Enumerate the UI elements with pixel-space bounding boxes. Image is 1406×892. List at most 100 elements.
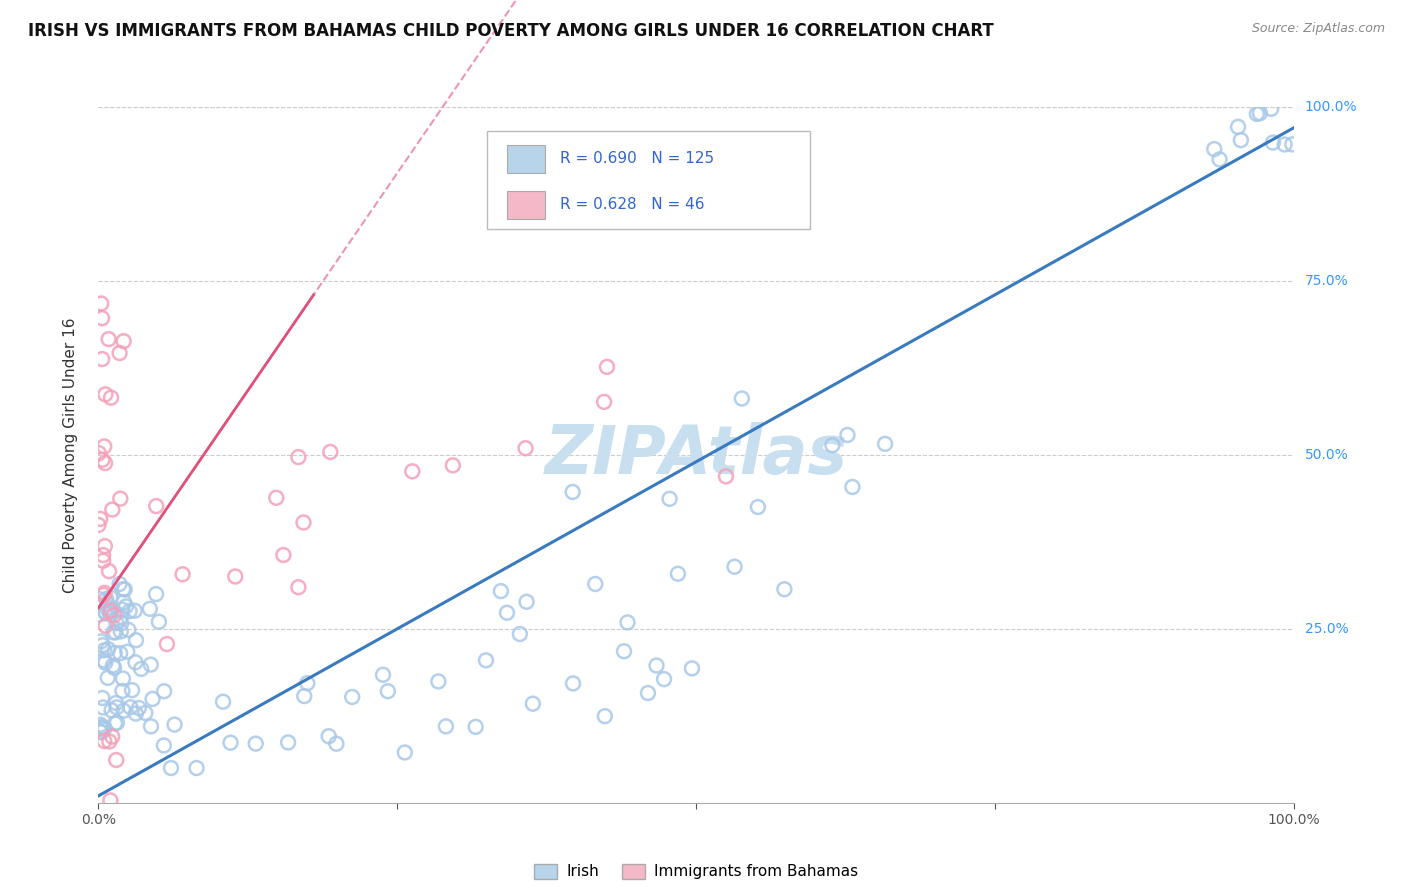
Text: 100.0%: 100.0% — [1305, 100, 1357, 114]
Point — [516, 595, 538, 609]
Point — [681, 661, 703, 675]
Point — [110, 609, 132, 624]
Point — [97, 642, 120, 657]
Point — [90, 725, 112, 739]
Point — [129, 662, 152, 676]
Point — [110, 616, 132, 631]
Point — [114, 582, 136, 597]
Point — [273, 548, 295, 562]
Point — [325, 737, 347, 751]
Point — [93, 588, 115, 602]
Point — [93, 653, 115, 667]
Point — [1274, 137, 1296, 152]
Point — [613, 644, 636, 658]
Point — [118, 604, 141, 618]
Point — [98, 591, 121, 605]
Point — [103, 625, 125, 640]
Text: R = 0.628   N = 46: R = 0.628 N = 46 — [560, 197, 704, 212]
Point — [94, 656, 117, 670]
Point — [117, 623, 139, 637]
Point — [837, 428, 859, 442]
Point — [100, 391, 122, 405]
Point — [104, 646, 127, 660]
Point — [562, 676, 585, 690]
Point — [98, 734, 121, 748]
Point — [111, 684, 134, 698]
Point — [224, 569, 246, 583]
Point — [98, 564, 121, 578]
Point — [112, 704, 135, 718]
Point — [101, 502, 124, 516]
Point — [104, 625, 127, 640]
Point — [277, 735, 299, 749]
Text: 25.0%: 25.0% — [1305, 622, 1348, 636]
Point — [105, 753, 128, 767]
Point — [596, 359, 619, 374]
Point — [101, 658, 124, 673]
Point — [841, 480, 863, 494]
Point — [100, 793, 122, 807]
Point — [124, 604, 146, 618]
Point — [94, 607, 117, 621]
Point — [93, 586, 115, 600]
Point — [145, 587, 167, 601]
Point — [156, 637, 179, 651]
Point — [1246, 107, 1268, 121]
Point — [139, 602, 162, 616]
Point — [475, 653, 498, 667]
Point — [110, 491, 132, 506]
Point — [1261, 136, 1284, 150]
Point — [90, 725, 112, 739]
Point — [489, 584, 512, 599]
Point — [117, 645, 139, 659]
Point — [93, 440, 115, 454]
Y-axis label: Child Poverty Among Girls Under 16: Child Poverty Among Girls Under 16 — [63, 318, 77, 592]
Point — [94, 539, 117, 553]
Point — [401, 464, 423, 478]
Point — [108, 577, 131, 591]
Point — [108, 346, 131, 360]
Point — [90, 720, 112, 734]
Point — [821, 438, 844, 452]
Text: R = 0.690   N = 125: R = 0.690 N = 125 — [560, 152, 714, 166]
Point — [593, 395, 616, 409]
Point — [125, 633, 148, 648]
Point — [1249, 106, 1271, 120]
Point — [110, 624, 132, 639]
Point — [100, 607, 122, 621]
Point — [98, 600, 121, 615]
Point — [112, 334, 135, 348]
Legend: Irish, Immigrants from Bahamas: Irish, Immigrants from Bahamas — [527, 857, 865, 886]
Point — [90, 721, 112, 735]
Point — [583, 577, 606, 591]
Point — [93, 604, 115, 618]
Point — [160, 761, 183, 775]
Point — [121, 683, 143, 698]
Point — [875, 437, 897, 451]
Point — [292, 516, 315, 530]
Point — [108, 646, 131, 660]
Point — [111, 602, 134, 616]
Point — [112, 582, 135, 596]
Point — [394, 746, 416, 760]
Point — [666, 566, 689, 581]
Point — [723, 559, 745, 574]
Point — [89, 607, 111, 622]
Point — [287, 450, 309, 464]
Point — [318, 729, 340, 743]
Point — [245, 737, 267, 751]
Point — [91, 452, 114, 467]
Point — [100, 703, 122, 717]
Point — [139, 719, 162, 733]
Point — [94, 387, 117, 401]
Point — [652, 672, 675, 686]
Point — [515, 441, 537, 455]
Point — [1281, 137, 1303, 152]
Point — [637, 686, 659, 700]
Point — [104, 716, 127, 731]
Point — [1227, 120, 1250, 134]
Point — [616, 615, 638, 630]
Point — [105, 715, 128, 730]
Point — [94, 456, 117, 470]
Point — [87, 518, 110, 533]
